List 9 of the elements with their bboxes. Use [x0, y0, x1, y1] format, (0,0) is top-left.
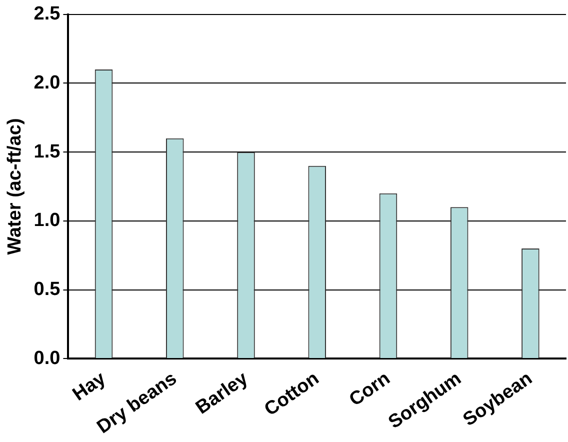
x-tick-label: Corn [346, 368, 394, 411]
y-tick-label: 2.0 [34, 72, 60, 94]
y-tick-label: 1.5 [34, 141, 61, 162]
x-tick-label: Hay [69, 368, 110, 406]
y-axis-title: Water (ac-ft/ac) [4, 118, 26, 255]
y-tick-label: 1.0 [34, 210, 60, 232]
y-tick-label: 2.5 [34, 4, 61, 25]
y-tick-label: 0.0 [34, 348, 60, 369]
y-tick-label: 0.5 [34, 279, 61, 300]
